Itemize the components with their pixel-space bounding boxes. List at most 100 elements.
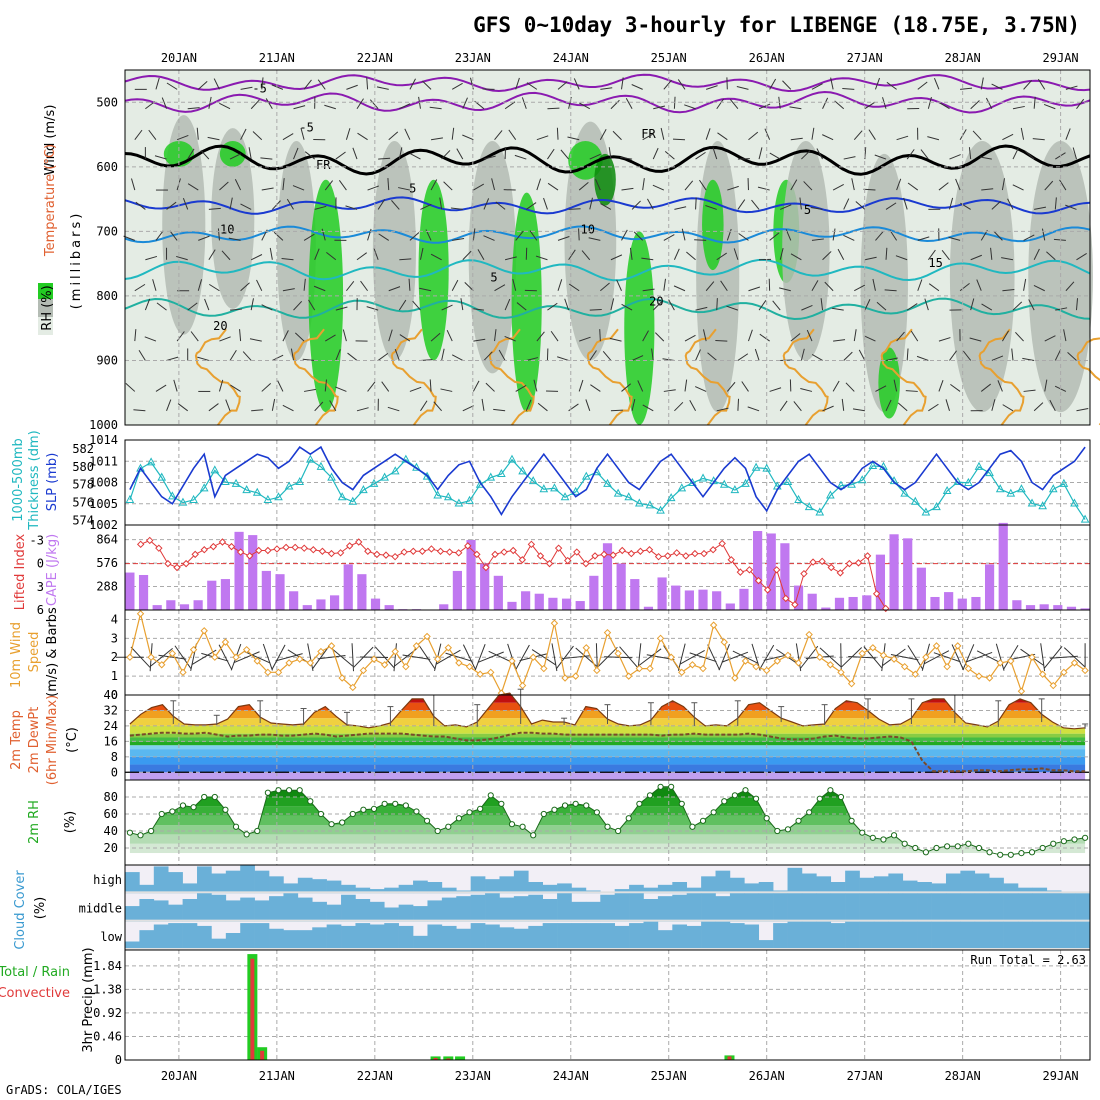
wind-barb (779, 287, 791, 292)
wind-barb (960, 87, 973, 90)
cloud-cell (744, 883, 760, 894)
wind-barb (441, 348, 445, 361)
cape-bar (848, 596, 858, 610)
wind-barb (843, 156, 856, 160)
li-point (772, 566, 781, 574)
rh-point (721, 798, 728, 805)
wind-barb (833, 339, 846, 342)
wind-tick-label: 0 (111, 688, 118, 702)
precip-conv-bar (433, 1057, 438, 1060)
wind-barb (769, 152, 781, 160)
wind-barb (769, 78, 777, 90)
wind-barb-10m (233, 651, 260, 664)
wind-barb (875, 385, 887, 392)
wind-barb (705, 281, 715, 292)
cloud-cell (283, 930, 299, 950)
wind-barb (889, 230, 898, 241)
wind-barb (512, 278, 517, 291)
li-point (373, 550, 381, 559)
wind-barb (557, 81, 568, 90)
precip-label-c: 3hr Precip (mm) (81, 947, 96, 1052)
cloud-cell (643, 887, 659, 894)
wind-barb (741, 381, 749, 392)
wind-speed-point (603, 628, 612, 637)
wind-barb-10m (271, 644, 286, 670)
cloud-cell (585, 901, 601, 922)
wind-10m-panel: 0 1 2 3 4 (111, 609, 1091, 702)
cape-bar (971, 596, 981, 610)
wind-barb (505, 256, 517, 261)
cloud-cell (1017, 887, 1033, 894)
wind-barb-10m (351, 643, 355, 672)
pressure-tick-label: 1000 (89, 418, 118, 432)
cape-bar (862, 595, 872, 610)
wind-barb (991, 200, 1001, 210)
wind-barb (493, 408, 506, 412)
wind-barb-10m (638, 648, 662, 667)
cloud-cell (153, 866, 169, 894)
wind-barb (782, 80, 792, 90)
isotherm-label: FR (316, 158, 331, 172)
cloud-cell (1003, 883, 1019, 894)
wind-barb (273, 231, 284, 241)
wind-barb (144, 336, 157, 342)
wind-speed-point (943, 662, 951, 671)
wind-barb (326, 251, 337, 261)
wind-barb (567, 136, 580, 141)
wind-barb (969, 337, 982, 342)
thickness-point (942, 485, 952, 494)
wind-barb (991, 399, 996, 411)
wind-barb (646, 198, 654, 210)
li-point (545, 559, 554, 568)
rh-region (949, 140, 1015, 413)
wind-barb (895, 255, 908, 261)
wind-barb-10m (435, 649, 461, 665)
wind-barb (917, 236, 930, 241)
wind-barb (356, 98, 364, 109)
wind-barb (600, 203, 612, 210)
wind-speed-point (518, 681, 527, 690)
isotherm-line (124, 196, 1091, 215)
thickness-point (964, 477, 973, 486)
wind-barb (621, 229, 628, 241)
li-point (573, 548, 581, 556)
cape-bar (998, 522, 1008, 610)
wind-barb (399, 258, 412, 261)
wind-barb (409, 232, 420, 241)
wind-barb (242, 351, 252, 361)
rh-point (148, 827, 155, 835)
rh-point (1018, 850, 1025, 857)
wind-barb (462, 134, 474, 141)
rh-point (710, 809, 717, 816)
thickness-point (284, 481, 294, 490)
wind-barb (219, 336, 231, 342)
li-point (663, 552, 672, 560)
wind-barb (790, 137, 803, 141)
thickness-point (645, 500, 655, 509)
wind-barb (589, 197, 593, 210)
bottom-date-label: 25JAN (651, 1069, 687, 1083)
rh-point (1039, 844, 1046, 852)
cloud-row-sep (125, 948, 1090, 950)
wind-speed-point (264, 668, 272, 677)
wind-barb (313, 285, 326, 292)
cloud-cell (153, 900, 169, 922)
wind-barb (1041, 228, 1046, 241)
wind-barb (155, 384, 167, 392)
wind-barb (831, 307, 844, 311)
wind-barb (896, 135, 909, 141)
rh-point (434, 827, 441, 835)
li-point (763, 586, 772, 594)
li-point (673, 549, 681, 557)
cloud-cell (269, 896, 284, 922)
precip-label-b: Convective (0, 986, 70, 1001)
thickness-point (168, 491, 177, 500)
wind-barb-10m (848, 655, 877, 659)
wind-barb (789, 106, 802, 110)
wind-barb (1076, 252, 1087, 261)
cloud-cell (974, 921, 990, 950)
wind-barb (949, 197, 954, 210)
wind-barb (758, 103, 771, 110)
isotherm-label: 5 (409, 182, 416, 196)
li-point (182, 559, 190, 568)
